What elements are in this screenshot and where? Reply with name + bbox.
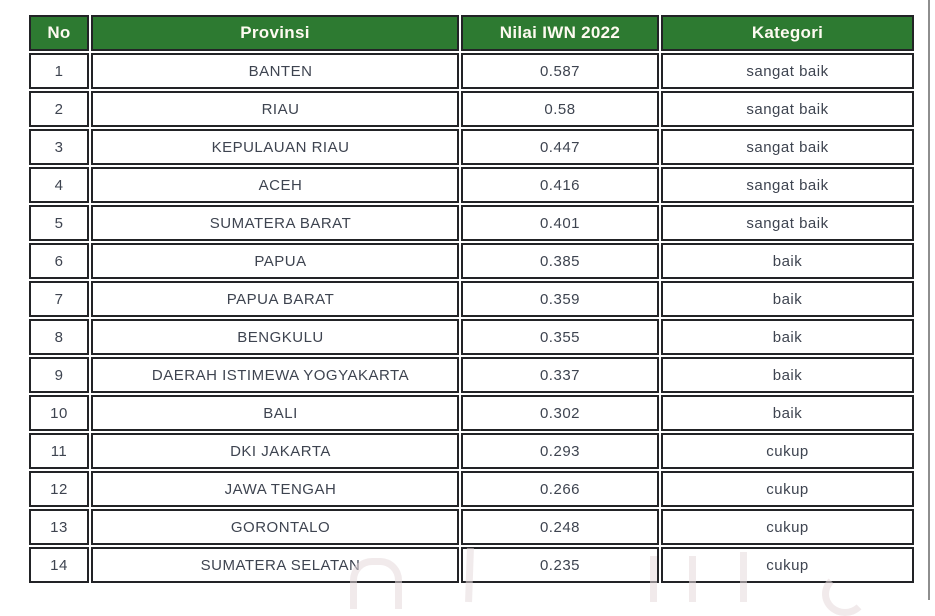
column-header-no: No [29,15,89,51]
cell-kategori: baik [661,281,914,317]
cell-nilai: 0.302 [461,395,659,431]
cell-nilai: 0.337 [461,357,659,393]
table-row: 7 PAPUA BARAT 0.359 baik [29,281,914,317]
cell-no: 12 [29,471,89,507]
cell-no: 10 [29,395,89,431]
cell-no: 2 [29,91,89,127]
table-row: 8 BENGKULU 0.355 baik [29,319,914,355]
cell-kategori: sangat baik [661,53,914,89]
document-page: No Provinsi Nilai IWN 2022 Kategori 1 BA… [27,13,916,585]
table-row: 13 GORONTALO 0.248 cukup [29,509,914,545]
cell-nilai: 0.385 [461,243,659,279]
cell-provinsi: PAPUA [91,243,459,279]
cell-provinsi: PAPUA BARAT [91,281,459,317]
cell-provinsi: DKI JAKARTA [91,433,459,469]
iwn-table: No Provinsi Nilai IWN 2022 Kategori 1 BA… [27,13,916,585]
cell-provinsi: GORONTALO [91,509,459,545]
cell-nilai: 0.355 [461,319,659,355]
cell-no: 11 [29,433,89,469]
cell-provinsi: KEPULAUAN RIAU [91,129,459,165]
header-row: No Provinsi Nilai IWN 2022 Kategori [29,15,914,51]
cell-no: 6 [29,243,89,279]
cell-provinsi: RIAU [91,91,459,127]
cell-nilai: 0.266 [461,471,659,507]
cell-provinsi: BALI [91,395,459,431]
watermark-glyph [740,552,747,602]
table-row: 1 BANTEN 0.587 sangat baik [29,53,914,89]
cell-kategori: baik [661,395,914,431]
cell-nilai: 0.58 [461,91,659,127]
column-header-provinsi: Provinsi [91,15,459,51]
page-edge-line [928,0,930,600]
cell-kategori: baik [661,357,914,393]
cell-provinsi: BANTEN [91,53,459,89]
cell-kategori: sangat baik [661,129,914,165]
table-row: 3 KEPULAUAN RIAU 0.447 sangat baik [29,129,914,165]
table-row: 10 BALI 0.302 baik [29,395,914,431]
cell-nilai: 0.293 [461,433,659,469]
cell-kategori: cukup [661,471,914,507]
cell-kategori: sangat baik [661,167,914,203]
cell-nilai: 0.248 [461,509,659,545]
cell-kategori: cukup [661,433,914,469]
cell-nilai: 0.587 [461,53,659,89]
cell-kategori: cukup [661,509,914,545]
cell-nilai: 0.235 [461,547,659,583]
cell-no: 3 [29,129,89,165]
table-row: 5 SUMATERA BARAT 0.401 sangat baik [29,205,914,241]
cell-no: 4 [29,167,89,203]
table-row: 9 DAERAH ISTIMEWA YOGYAKARTA 0.337 baik [29,357,914,393]
watermark-glyph [465,547,474,603]
column-header-kategori: Kategori [661,15,914,51]
cell-provinsi: ACEH [91,167,459,203]
cell-kategori: sangat baik [661,205,914,241]
cell-provinsi: SUMATERA SELATAN [91,547,459,583]
cell-kategori: cukup [661,547,914,583]
cell-provinsi: BENGKULU [91,319,459,355]
table-row: 14 SUMATERA SELATAN 0.235 cukup [29,547,914,583]
cell-kategori: baik [661,319,914,355]
cell-provinsi: DAERAH ISTIMEWA YOGYAKARTA [91,357,459,393]
watermark-glyph [350,558,402,609]
cell-no: 7 [29,281,89,317]
cell-provinsi: JAWA TENGAH [91,471,459,507]
cell-no: 8 [29,319,89,355]
cell-nilai: 0.416 [461,167,659,203]
table-row: 6 PAPUA 0.385 baik [29,243,914,279]
cell-kategori: sangat baik [661,91,914,127]
watermark-glyph [822,572,868,616]
cell-no: 5 [29,205,89,241]
table-row: 12 JAWA TENGAH 0.266 cukup [29,471,914,507]
table-row: 11 DKI JAKARTA 0.293 cukup [29,433,914,469]
cell-no: 9 [29,357,89,393]
table-row: 2 RIAU 0.58 sangat baik [29,91,914,127]
table-body: 1 BANTEN 0.587 sangat baik 2 RIAU 0.58 s… [29,53,914,583]
cell-no: 1 [29,53,89,89]
table-row: 4 ACEH 0.416 sangat baik [29,167,914,203]
cell-nilai: 0.447 [461,129,659,165]
cell-nilai: 0.359 [461,281,659,317]
cell-kategori: baik [661,243,914,279]
cell-nilai: 0.401 [461,205,659,241]
watermark-glyph [650,556,696,602]
cell-provinsi: SUMATERA BARAT [91,205,459,241]
column-header-nilai: Nilai IWN 2022 [461,15,659,51]
cell-no: 14 [29,547,89,583]
cell-no: 13 [29,509,89,545]
